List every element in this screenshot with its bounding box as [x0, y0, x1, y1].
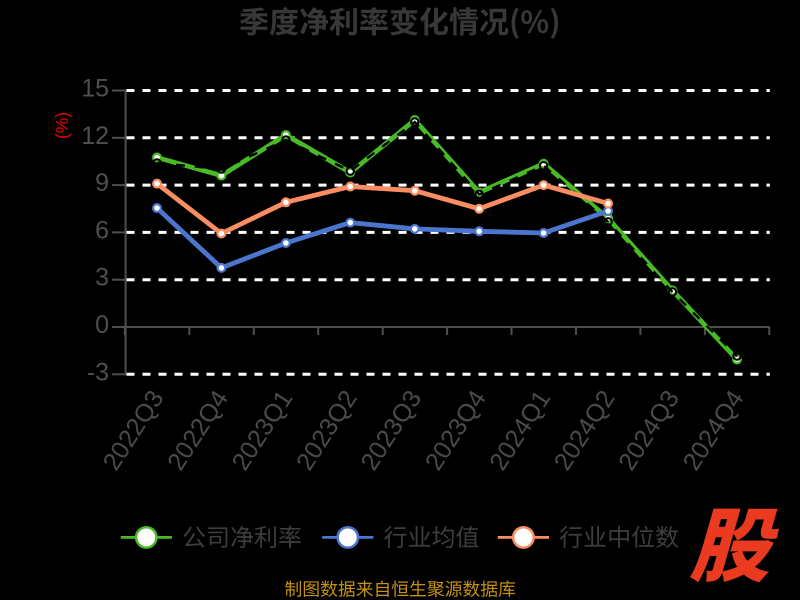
svg-text:15: 15 [81, 75, 109, 103]
svg-text:0: 0 [95, 311, 109, 339]
svg-text:9: 9 [95, 169, 109, 197]
svg-text:(%): (%) [52, 112, 72, 139]
svg-text:6: 6 [95, 216, 109, 244]
svg-text:-3: -3 [87, 358, 109, 386]
svg-text:12: 12 [81, 122, 109, 150]
svg-text:3: 3 [95, 264, 109, 292]
